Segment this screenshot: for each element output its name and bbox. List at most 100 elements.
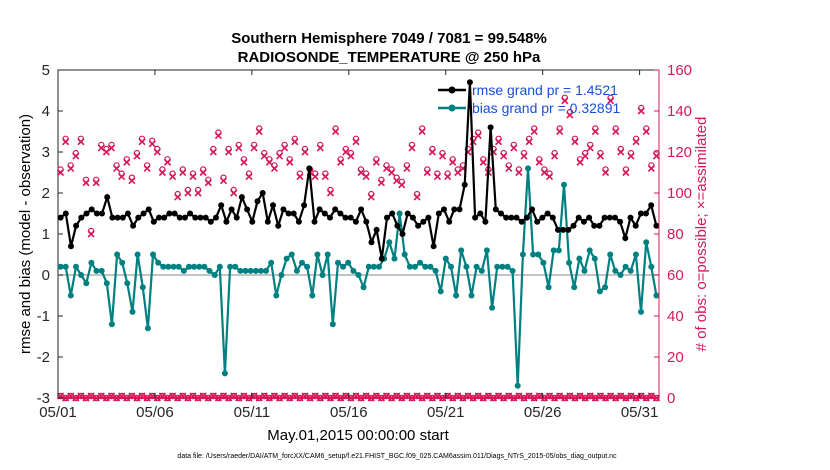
x-tick-label: 05/16 bbox=[330, 404, 368, 421]
rmse-point bbox=[539, 214, 546, 221]
bias-point bbox=[216, 263, 223, 270]
bias-point bbox=[581, 267, 588, 274]
rmse-point bbox=[637, 210, 644, 217]
bias-point bbox=[468, 292, 475, 299]
rmse-point bbox=[140, 210, 147, 217]
obs-assimilated-marker bbox=[408, 144, 416, 152]
obs-assimilated-marker bbox=[118, 173, 126, 181]
bias-point bbox=[324, 251, 331, 258]
rmse-point bbox=[570, 222, 577, 229]
bias-point bbox=[211, 272, 218, 278]
bias-point bbox=[509, 267, 516, 274]
rmse-point bbox=[643, 210, 649, 217]
bias-point bbox=[73, 263, 79, 270]
bias-point bbox=[62, 263, 69, 270]
bias-point bbox=[103, 280, 110, 287]
rmse-point bbox=[352, 218, 359, 225]
bias-point bbox=[437, 288, 444, 295]
obs-assimilated-marker bbox=[617, 148, 625, 156]
rmse-point bbox=[477, 210, 484, 217]
obs-assimilated-marker bbox=[413, 193, 421, 201]
bias-point bbox=[463, 263, 470, 270]
rmse-point bbox=[150, 218, 157, 225]
rmse-point bbox=[130, 222, 137, 229]
obs-assimilated-marker bbox=[87, 230, 95, 238]
obs-assimilated-marker bbox=[535, 158, 543, 166]
bias-point bbox=[591, 255, 598, 262]
rmse-point bbox=[565, 226, 572, 233]
obs-assimilated-marker bbox=[601, 168, 610, 177]
rmse-point bbox=[187, 210, 194, 217]
obs-assimilated-marker bbox=[214, 132, 223, 140]
rmse-point bbox=[342, 214, 349, 221]
y-axis-right-label: # of obs: o=possible; ×=assimilated bbox=[693, 117, 710, 352]
obs-assimilated-marker bbox=[428, 148, 436, 156]
rmse-point bbox=[586, 214, 593, 221]
bias-point bbox=[139, 284, 146, 291]
obs-assimilated-marker bbox=[352, 138, 360, 146]
rmse-point bbox=[68, 243, 74, 250]
bias-point bbox=[396, 210, 403, 217]
rmse-point bbox=[384, 214, 390, 221]
y-left-tick-label: 5 bbox=[42, 62, 50, 79]
bias-point bbox=[617, 272, 624, 278]
bias-point bbox=[119, 259, 126, 266]
obs-assimilated-marker bbox=[143, 164, 151, 172]
rmse-point bbox=[135, 214, 142, 221]
bias-point bbox=[478, 267, 485, 274]
bias-point bbox=[453, 292, 460, 299]
obs-assimilated-marker bbox=[153, 148, 161, 156]
rmse-point bbox=[596, 222, 603, 229]
obs-assimilated-marker bbox=[612, 127, 620, 136]
y-left-tick-label: 3 bbox=[42, 144, 50, 161]
y-right-tick-label: 100 bbox=[667, 185, 692, 202]
bias-point bbox=[232, 263, 239, 270]
rmse-point bbox=[270, 202, 276, 209]
bias-point bbox=[283, 255, 290, 262]
bias-point bbox=[607, 251, 614, 258]
rmse-point bbox=[192, 214, 199, 221]
bias-point bbox=[499, 263, 506, 270]
bias-point bbox=[144, 325, 151, 332]
bias-point bbox=[67, 292, 74, 299]
chart-title: Southern Hemisphere 7049 / 7081 = 99.548… bbox=[231, 30, 547, 47]
bias-point bbox=[422, 263, 429, 270]
obs-assimilated-marker bbox=[219, 177, 228, 185]
rmse-point bbox=[632, 222, 639, 229]
rmse-point bbox=[513, 214, 520, 221]
obs-assimilated-marker bbox=[403, 164, 411, 172]
bias-point bbox=[237, 267, 244, 274]
rmse-point bbox=[254, 198, 261, 205]
obs-assimilated-marker bbox=[423, 168, 431, 177]
bias-point bbox=[319, 272, 326, 278]
obs-assimilated-marker bbox=[388, 168, 396, 177]
rmse-point bbox=[591, 222, 598, 229]
obs-assimilated-marker bbox=[209, 148, 217, 156]
obs-assimilated-marker bbox=[260, 152, 268, 160]
bias-point bbox=[514, 382, 521, 389]
bias-point bbox=[191, 263, 198, 270]
x-tick-label: 05/21 bbox=[427, 404, 465, 421]
bias-point bbox=[335, 259, 341, 266]
bias-point bbox=[622, 263, 629, 270]
rmse-point bbox=[218, 202, 225, 209]
y-right-tick-label: 0 bbox=[667, 390, 675, 407]
obs-assimilated-marker bbox=[291, 138, 299, 146]
bias-point bbox=[88, 259, 95, 266]
rmse-point bbox=[435, 210, 442, 217]
rmse-point bbox=[466, 79, 473, 86]
rmse-point bbox=[399, 231, 406, 237]
bias-point bbox=[540, 259, 547, 266]
obs-assimilated-marker bbox=[225, 148, 233, 156]
bias-point bbox=[370, 263, 377, 270]
obs-assimilated-marker bbox=[449, 158, 457, 166]
bias-point bbox=[602, 284, 609, 291]
rmse-point bbox=[301, 202, 308, 209]
obs-assimilated-marker bbox=[438, 152, 447, 160]
bias-point bbox=[57, 263, 64, 270]
obs-assimilated-marker bbox=[510, 144, 518, 152]
obs-assimilated-marker bbox=[250, 144, 258, 152]
bias-point bbox=[561, 181, 567, 188]
obs-assimilated-marker bbox=[647, 164, 655, 172]
rmse-point bbox=[606, 214, 613, 221]
